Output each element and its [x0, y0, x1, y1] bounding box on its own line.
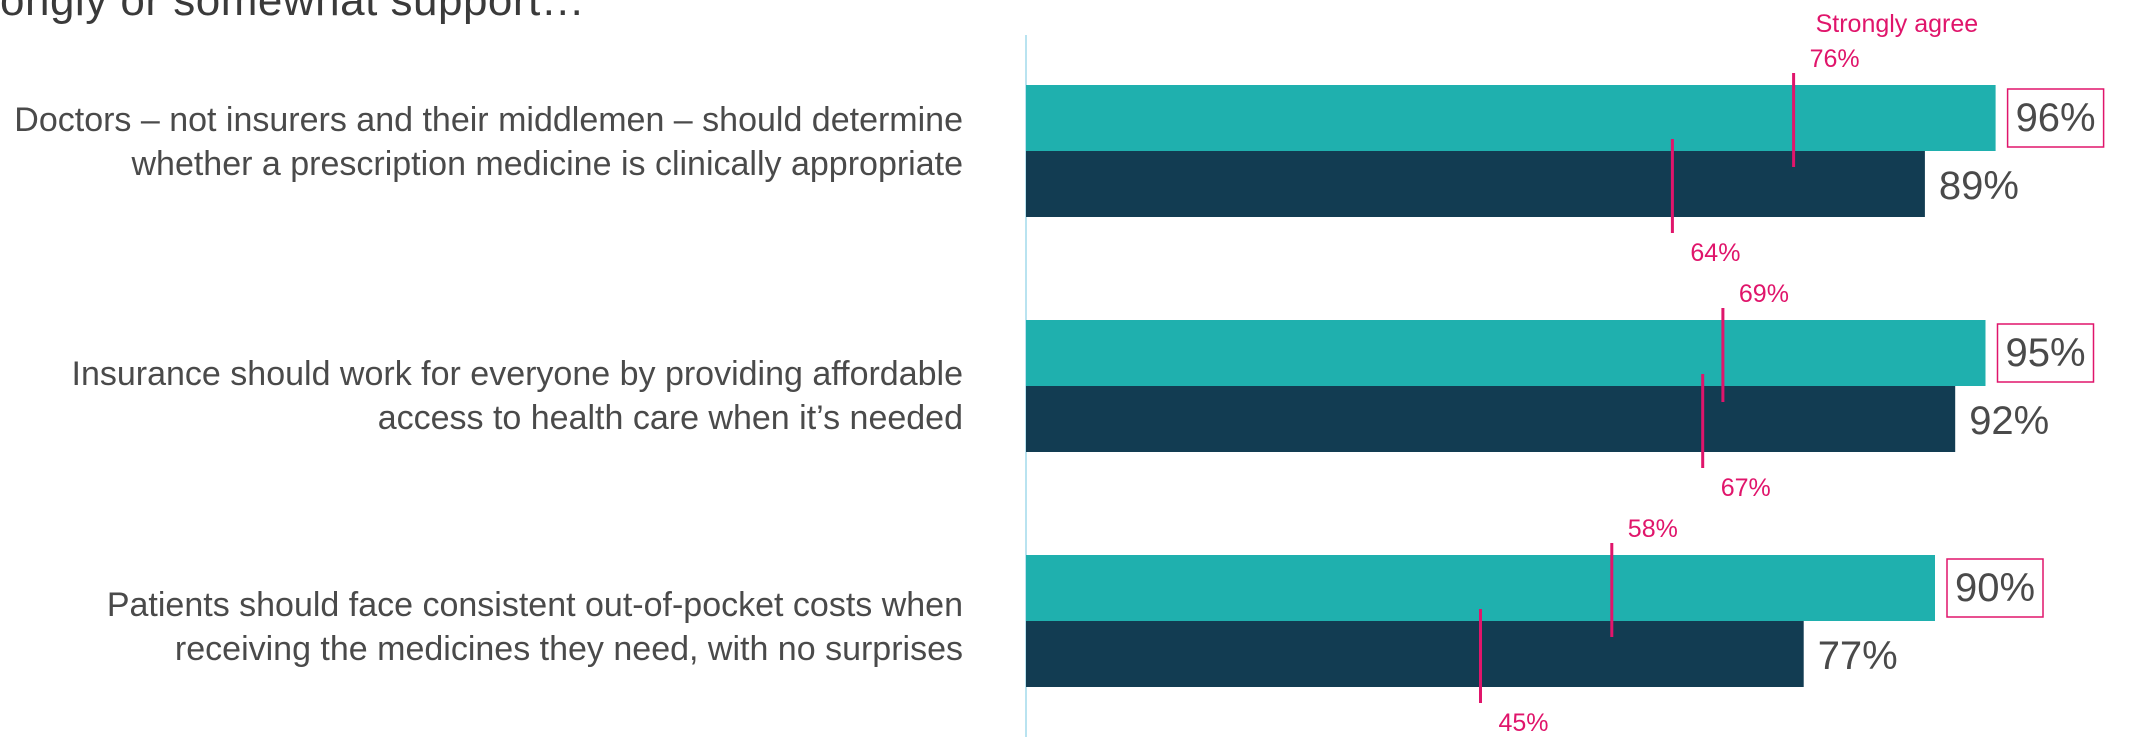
category-label-insurance: Insurance should work for everyone by pr…: [71, 355, 963, 437]
strongly-agree-value-a: 76%: [1810, 45, 1860, 73]
value-label-series-a: 90%: [1955, 566, 2035, 610]
chart-heading: ongly or somewhat support…: [0, 0, 586, 25]
bar-series-b: [1026, 621, 1804, 687]
category-label-patients: Patients should face consistent out-of-p…: [106, 586, 963, 668]
strongly-agree-value-b: 45%: [1499, 709, 1549, 737]
value-label-series-a: 95%: [2005, 331, 2085, 375]
bar-series-b: [1026, 386, 1956, 452]
strongly-agree-value-b: 64%: [1690, 239, 1740, 267]
strongly-agree-value-b: 67%: [1721, 474, 1771, 502]
value-label-box: [2006, 88, 2105, 148]
value-label-series-b: 92%: [1969, 399, 2049, 443]
value-label-series-a: 96%: [2016, 96, 2096, 140]
strongly-agree-value-a: 58%: [1628, 515, 1678, 543]
value-label-box: [1996, 323, 2095, 383]
value-label-box: [1946, 558, 2044, 618]
value-label-series-b: 77%: [1818, 634, 1898, 678]
bar-series-b: [1026, 151, 1925, 217]
bar-series-a: [1026, 320, 1986, 386]
category-label-doctors: Doctors – not insurers and their middlem…: [14, 101, 963, 183]
strongly-agree-value-a: 69%: [1739, 280, 1789, 308]
value-label-series-b: 89%: [1939, 164, 2019, 208]
strongly-agree-label: Strongly agree: [1816, 10, 1979, 38]
bar-series-a: [1026, 85, 1996, 151]
